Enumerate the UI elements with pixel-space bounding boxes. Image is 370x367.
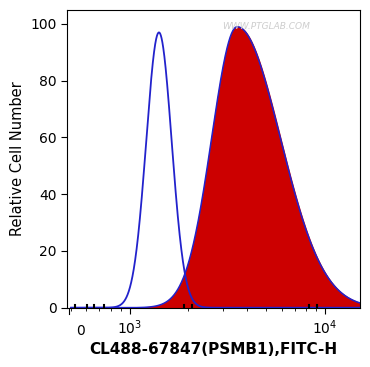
X-axis label: CL488-67847(PSMB1),FITC-H: CL488-67847(PSMB1),FITC-H xyxy=(90,342,338,357)
Text: 0: 0 xyxy=(76,324,85,338)
Y-axis label: Relative Cell Number: Relative Cell Number xyxy=(10,81,25,236)
Text: WWW.PTGLAB.COM: WWW.PTGLAB.COM xyxy=(222,22,310,30)
